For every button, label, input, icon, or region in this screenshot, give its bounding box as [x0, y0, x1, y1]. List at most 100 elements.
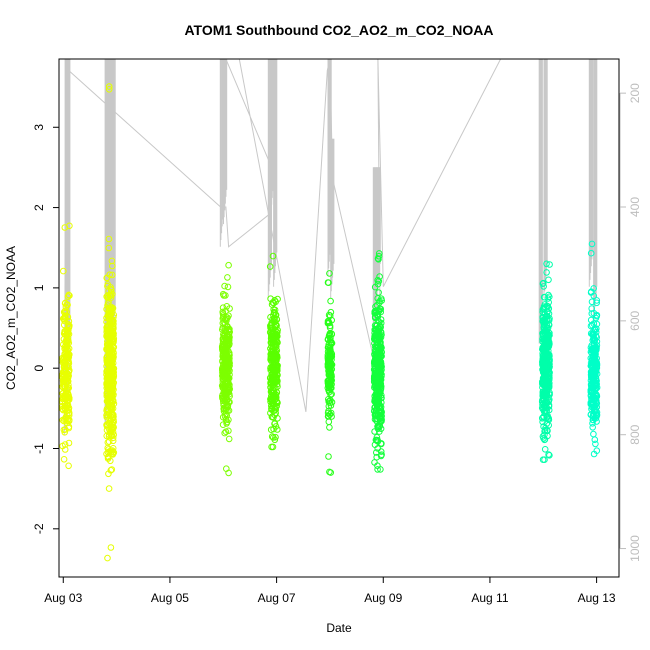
data-point — [545, 358, 553, 366]
data-point — [61, 402, 69, 410]
data-point — [539, 418, 546, 426]
y2-tick-label: 200 — [628, 83, 642, 103]
data-point — [61, 360, 68, 367]
data-point — [223, 420, 230, 427]
data-point — [268, 443, 275, 451]
points-layer — [59, 83, 601, 562]
data-point — [110, 413, 117, 420]
series-4 — [266, 252, 281, 451]
data-point — [377, 364, 384, 372]
data-point — [371, 309, 379, 317]
data-point — [543, 260, 550, 268]
data-point — [374, 412, 382, 420]
data-point — [219, 310, 227, 318]
data-point — [65, 363, 72, 371]
data-point — [588, 400, 596, 407]
data-point — [326, 312, 334, 320]
data-point — [375, 250, 383, 257]
data-point — [104, 370, 112, 377]
data-point — [539, 330, 547, 337]
data-point — [109, 450, 117, 458]
data-point — [326, 411, 334, 418]
data-point — [61, 328, 69, 336]
data-point — [268, 413, 276, 421]
data-point — [220, 344, 227, 352]
x-tick-label: Aug 09 — [364, 591, 402, 605]
data-point — [372, 395, 379, 403]
data-point — [544, 357, 551, 364]
data-point — [327, 308, 335, 316]
x-tick-label: Aug 11 — [471, 591, 508, 605]
x-tick-label: Aug 05 — [151, 591, 189, 605]
data-point — [107, 428, 114, 435]
series-7 — [538, 260, 553, 464]
y-tick-label: -2 — [32, 523, 46, 534]
data-point — [588, 396, 596, 404]
data-point — [593, 325, 600, 333]
data-point — [539, 344, 547, 352]
data-point — [66, 292, 73, 299]
data-point — [220, 405, 227, 413]
data-point — [543, 420, 551, 427]
data-point — [271, 379, 278, 387]
data-point — [545, 305, 552, 312]
data-point — [375, 366, 382, 374]
data-point — [106, 339, 114, 346]
data-point — [271, 406, 279, 413]
data-point — [592, 326, 599, 334]
data-point — [539, 392, 547, 399]
data-point — [65, 423, 73, 431]
data-point — [590, 320, 598, 327]
data-point — [223, 315, 230, 323]
data-point — [107, 457, 114, 465]
data-point — [104, 408, 112, 415]
data-point — [106, 420, 113, 428]
data-point — [105, 419, 113, 427]
data-point — [59, 442, 66, 450]
data-point — [374, 276, 382, 284]
data-point — [219, 371, 226, 379]
data-point — [593, 311, 601, 319]
data-point — [325, 453, 332, 460]
data-point — [223, 377, 230, 385]
data-point — [222, 362, 229, 369]
data-point — [224, 407, 231, 415]
data-point — [540, 378, 548, 386]
x-tick-label: Aug 03 — [44, 591, 82, 605]
data-point — [62, 314, 69, 322]
data-point — [225, 326, 232, 333]
data-point — [373, 322, 380, 330]
data-point — [110, 416, 117, 424]
data-point — [63, 301, 71, 308]
data-point — [106, 404, 114, 412]
data-point — [267, 356, 274, 364]
data-point — [589, 416, 597, 424]
data-point — [274, 295, 281, 303]
data-point — [107, 389, 114, 397]
data-point — [590, 380, 598, 387]
data-point — [593, 297, 601, 304]
y-tick-label: 3 — [32, 124, 46, 131]
y2-axis: 200 400 600 800 1000 — [619, 83, 642, 562]
data-point — [219, 336, 227, 343]
data-point — [221, 429, 228, 437]
data-point — [104, 444, 111, 452]
data-point — [61, 307, 69, 315]
data-point — [63, 351, 71, 359]
data-point — [377, 448, 385, 455]
data-point — [59, 416, 67, 424]
data-point — [325, 418, 333, 426]
data-point — [376, 389, 383, 397]
data-point — [327, 377, 335, 385]
data-point — [544, 295, 552, 302]
data-point — [373, 301, 381, 309]
data-point — [65, 410, 73, 417]
data-point — [223, 360, 230, 367]
data-point — [540, 381, 547, 389]
x-axis-label: Date — [326, 621, 352, 635]
data-point — [373, 453, 381, 461]
data-point — [110, 317, 117, 325]
data-point — [274, 367, 281, 374]
data-point — [593, 299, 601, 307]
